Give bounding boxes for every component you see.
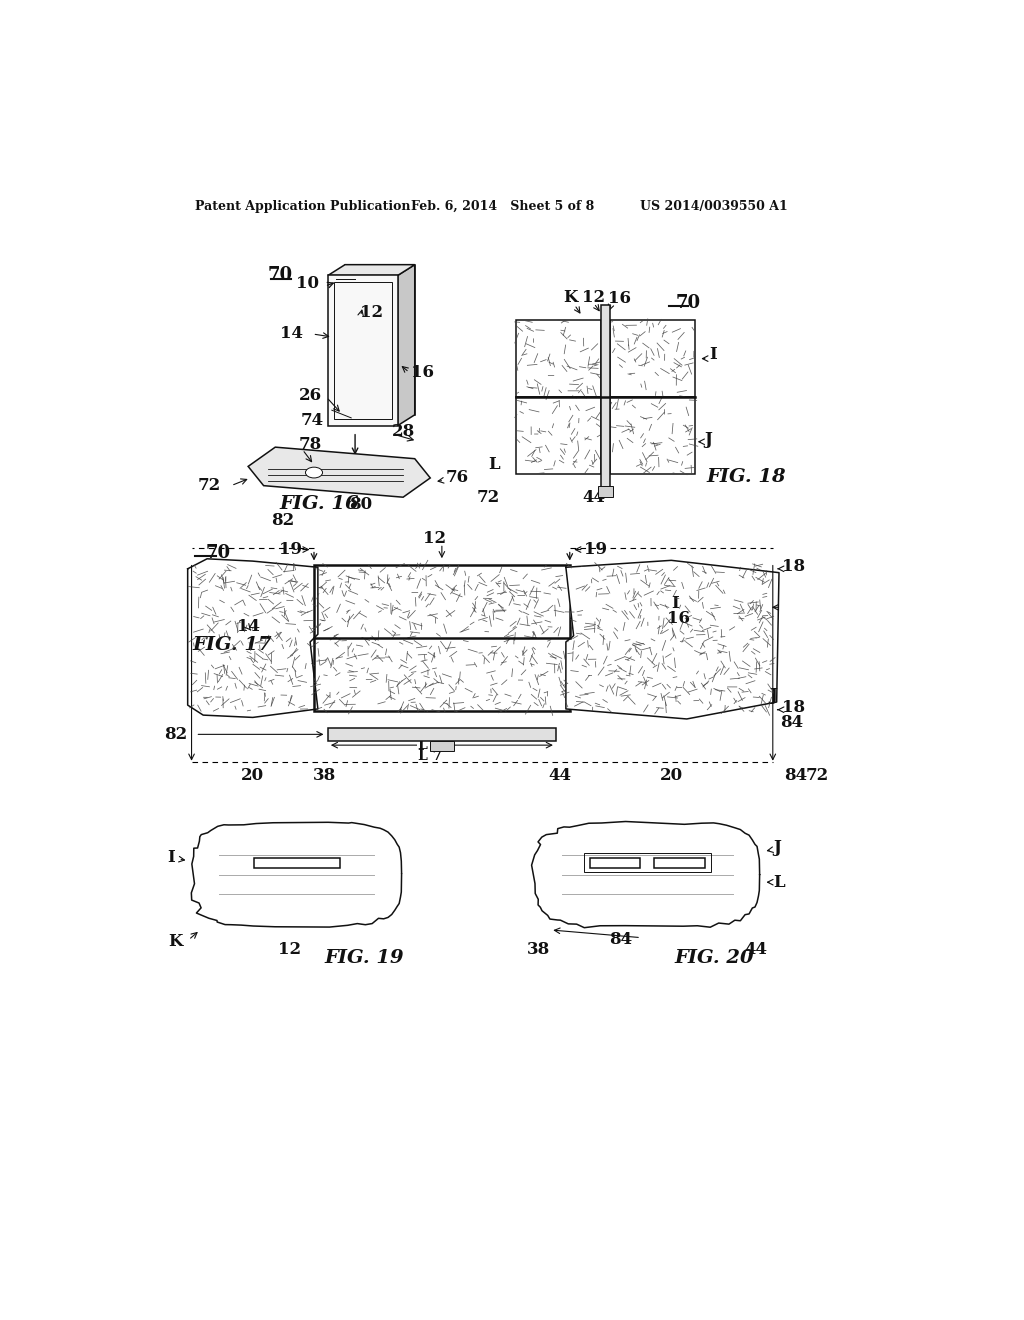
Polygon shape	[397, 264, 415, 425]
FancyBboxPatch shape	[590, 858, 640, 867]
Text: L: L	[773, 874, 785, 891]
Text: 72: 72	[805, 767, 828, 784]
Text: 16: 16	[607, 290, 631, 308]
Text: K: K	[563, 289, 578, 305]
Text: 70: 70	[206, 544, 230, 562]
Text: 20: 20	[242, 767, 264, 784]
Text: 14: 14	[281, 326, 303, 342]
Text: 28: 28	[391, 424, 415, 441]
Text: 12: 12	[423, 529, 445, 546]
Text: 12: 12	[360, 304, 384, 321]
FancyBboxPatch shape	[314, 565, 569, 711]
Text: 44: 44	[583, 488, 605, 506]
Polygon shape	[187, 558, 317, 718]
FancyBboxPatch shape	[328, 276, 397, 425]
Text: 16: 16	[411, 364, 434, 381]
Text: Patent Application Publication: Patent Application Publication	[196, 199, 411, 213]
Text: 20: 20	[659, 767, 683, 784]
FancyBboxPatch shape	[610, 397, 695, 474]
Polygon shape	[328, 264, 415, 276]
Polygon shape	[191, 822, 401, 927]
Text: 19: 19	[280, 541, 302, 558]
Text: 18: 18	[782, 698, 805, 715]
Polygon shape	[248, 447, 430, 498]
Text: 72: 72	[477, 488, 500, 506]
Text: 84: 84	[780, 714, 804, 731]
Text: 38: 38	[527, 941, 550, 958]
Text: US 2014/0039550 A1: US 2014/0039550 A1	[640, 199, 787, 213]
Text: L 6: L 6	[418, 738, 442, 752]
Text: FIG. 18: FIG. 18	[707, 467, 786, 486]
Text: 18: 18	[782, 558, 805, 576]
Text: 82: 82	[271, 512, 295, 529]
FancyBboxPatch shape	[654, 858, 705, 867]
Text: 12: 12	[583, 289, 605, 305]
Text: I: I	[710, 346, 717, 363]
Text: I: I	[168, 849, 175, 866]
Text: L: L	[488, 457, 500, 474]
Text: 84: 84	[608, 932, 632, 949]
Polygon shape	[345, 264, 415, 414]
FancyBboxPatch shape	[598, 487, 613, 498]
Text: 84: 84	[784, 767, 808, 784]
Text: 19: 19	[584, 541, 606, 558]
Text: J: J	[773, 840, 781, 857]
Text: K: K	[169, 933, 183, 950]
FancyBboxPatch shape	[515, 321, 601, 397]
Text: FIG. 17: FIG. 17	[193, 636, 272, 653]
Text: I: I	[672, 595, 679, 612]
Text: 44: 44	[744, 941, 767, 958]
Polygon shape	[566, 560, 779, 719]
Text: 80: 80	[349, 496, 372, 513]
Text: 78: 78	[299, 437, 322, 453]
Ellipse shape	[305, 467, 323, 478]
Polygon shape	[531, 821, 760, 928]
Text: 16: 16	[668, 610, 690, 627]
Text: 76: 76	[445, 470, 469, 487]
Text: 70: 70	[267, 267, 293, 284]
Text: Feb. 6, 2014   Sheet 5 of 8: Feb. 6, 2014 Sheet 5 of 8	[411, 199, 594, 213]
Text: 26: 26	[299, 387, 322, 404]
Text: 74: 74	[300, 412, 324, 429]
Text: 44: 44	[548, 767, 571, 784]
Text: 10: 10	[296, 275, 318, 292]
Text: FIG. 16: FIG. 16	[280, 495, 358, 512]
Text: FIG. 20: FIG. 20	[675, 949, 754, 968]
Text: 12: 12	[278, 941, 301, 958]
FancyBboxPatch shape	[430, 741, 454, 751]
Text: J: J	[769, 688, 777, 705]
Text: J: J	[705, 430, 713, 447]
Text: L 7: L 7	[418, 748, 442, 763]
FancyBboxPatch shape	[515, 397, 601, 474]
FancyBboxPatch shape	[601, 305, 610, 491]
Text: 72: 72	[198, 477, 221, 494]
Text: FIG. 19: FIG. 19	[324, 949, 403, 968]
Text: 70: 70	[675, 294, 700, 312]
Text: 38: 38	[312, 767, 336, 784]
Text: 82: 82	[165, 726, 187, 743]
FancyBboxPatch shape	[328, 729, 556, 741]
Text: 14: 14	[238, 618, 260, 635]
FancyBboxPatch shape	[610, 321, 695, 397]
FancyBboxPatch shape	[254, 858, 340, 867]
